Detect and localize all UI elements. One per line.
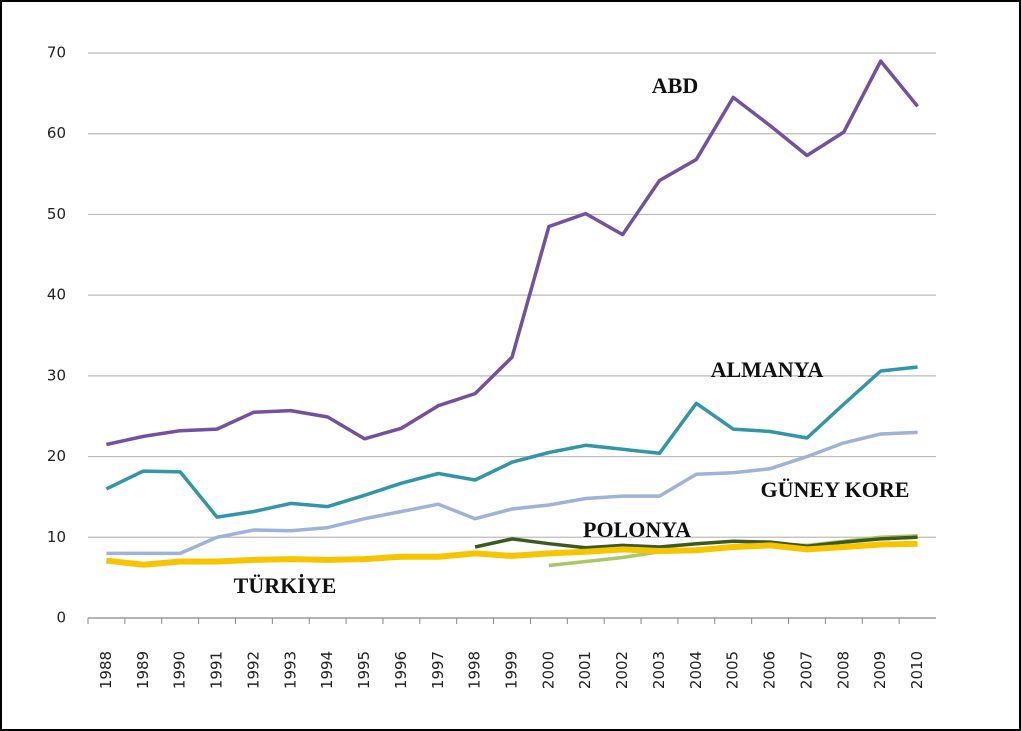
y-tick-label: 40 [47,286,66,304]
x-tick-label: 1999 [503,651,521,689]
x-tick-label: 1992 [244,651,262,689]
y-tick-label: 70 [47,44,66,62]
x-tick-label: 1996 [392,651,410,689]
x-tick-label: 1988 [97,651,115,689]
y-tick-label: 50 [47,205,66,223]
series-line [474,535,918,550]
series-line [106,540,918,568]
x-tick-label: 2006 [761,651,779,689]
series-line [106,59,919,447]
x-tick-label: 1998 [466,651,484,689]
series-line [106,430,918,556]
series-label: ABD [652,73,698,98]
x-tick-label: 1997 [429,651,447,689]
y-tick-label: 30 [47,366,66,384]
series-label: ALMANYA [711,357,824,382]
x-tick-label: 1993 [281,651,299,689]
x-tick-label: 2000 [539,651,557,689]
x-tick-label: 1991 [208,651,226,689]
x-tick-label: 2002 [613,651,631,689]
series-label: GÜNEY KORE [761,477,910,502]
x-tick-label: 1995 [355,651,373,689]
x-tick-label: 2010 [908,651,926,689]
x-tick-label: 1989 [134,651,152,689]
series-line [105,365,918,519]
x-tick-label: 2008 [834,651,852,689]
x-tick-label: 1990 [171,651,189,689]
y-tick-label: 20 [47,447,66,465]
y-tick-label: 0 [56,609,66,627]
x-tick-label: 2005 [724,651,742,689]
series-label: POLONYA [583,517,691,542]
y-tick-label: 60 [47,124,66,142]
y-tick-label: 10 [47,528,66,546]
x-tick-label: 2009 [871,651,889,689]
x-tick-label: 2004 [687,651,705,689]
x-tick-label: 1994 [318,651,336,689]
x-tick-label: 2003 [650,651,668,689]
x-tick-label: 2001 [576,651,594,689]
series-label: TÜRKİYE [234,573,337,598]
x-tick-label: 2007 [797,651,815,689]
